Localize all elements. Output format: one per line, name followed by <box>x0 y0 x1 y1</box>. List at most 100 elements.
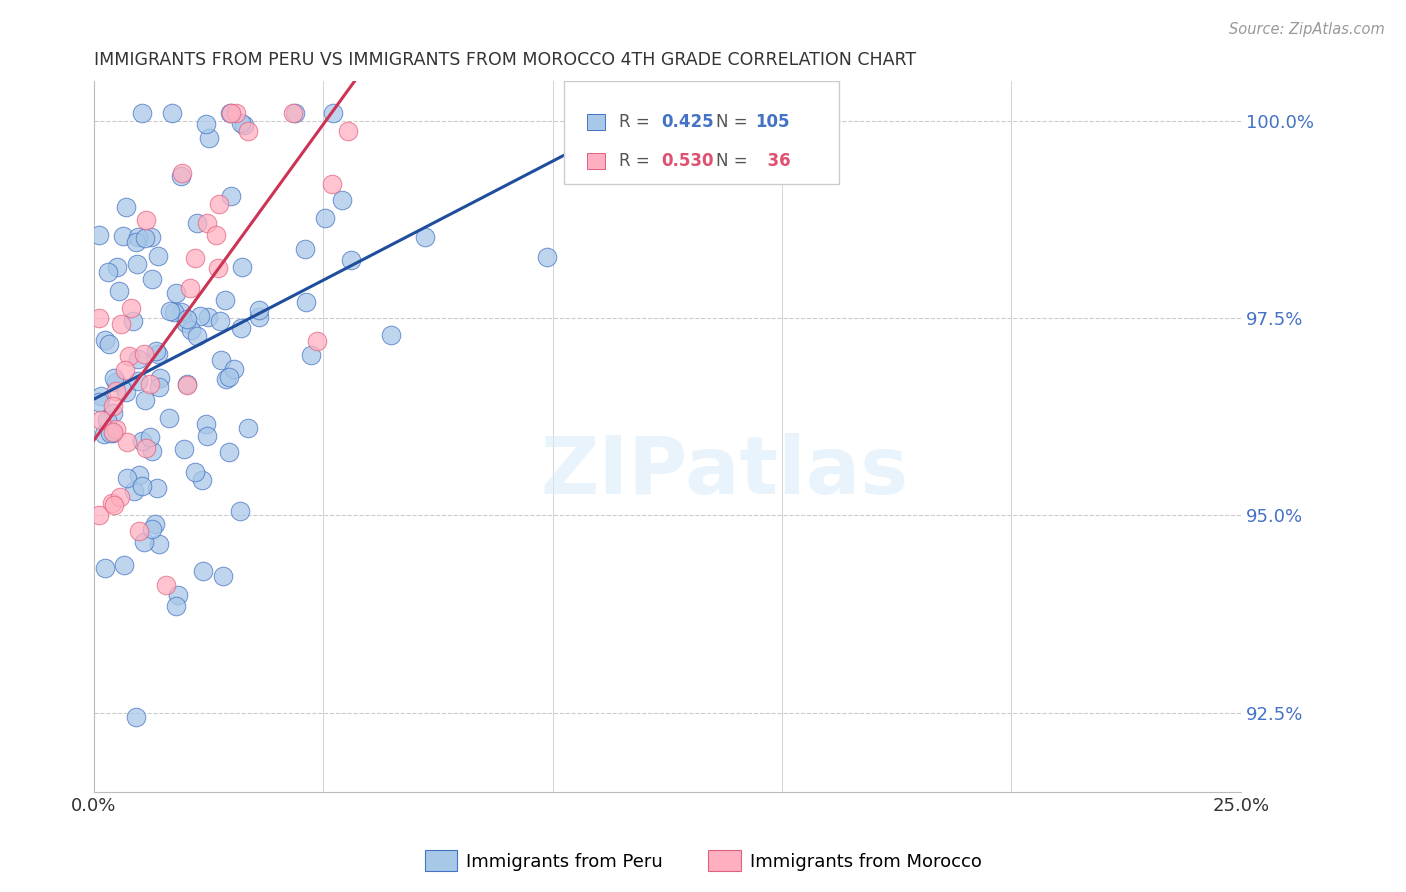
Point <box>236 420 259 434</box>
Point <box>103 499 125 513</box>
Point <box>568 106 591 120</box>
Point <box>195 417 218 431</box>
Point <box>94 561 117 575</box>
Text: N =: N = <box>716 113 752 131</box>
Point <box>134 392 156 407</box>
Point <box>97 337 120 351</box>
Text: 0.530: 0.530 <box>662 153 714 170</box>
Point <box>176 312 198 326</box>
Bar <box>588 114 605 130</box>
Point <box>93 427 115 442</box>
Point <box>101 399 124 413</box>
Point <box>128 374 150 388</box>
Point <box>110 317 132 331</box>
Point <box>117 435 139 450</box>
Point <box>120 301 142 315</box>
Point <box>141 444 163 458</box>
Point <box>131 478 153 492</box>
Point <box>139 230 162 244</box>
Point <box>205 227 228 242</box>
Point <box>146 347 169 361</box>
Point <box>121 314 143 328</box>
Point <box>191 473 214 487</box>
Point <box>127 230 149 244</box>
Point <box>112 229 135 244</box>
Point <box>105 260 128 275</box>
Text: R =: R = <box>619 113 655 131</box>
Point <box>103 425 125 439</box>
Point <box>112 558 135 572</box>
Point <box>122 483 145 498</box>
Point <box>229 321 252 335</box>
Point <box>339 253 361 268</box>
Point <box>157 411 180 425</box>
Point <box>87 395 110 409</box>
Point <box>238 124 260 138</box>
Point <box>186 329 208 343</box>
Point <box>247 302 270 317</box>
Point <box>98 425 121 440</box>
Point <box>380 327 402 342</box>
Point <box>215 372 238 386</box>
Point <box>172 166 194 180</box>
Text: IMMIGRANTS FROM PERU VS IMMIGRANTS FROM MOROCCO 4TH GRADE CORRELATION CHART: IMMIGRANTS FROM PERU VS IMMIGRANTS FROM … <box>94 51 917 69</box>
Point <box>281 106 304 120</box>
Point <box>115 471 138 485</box>
Point <box>188 309 211 323</box>
Point <box>219 106 242 120</box>
Point <box>195 429 218 443</box>
Point <box>284 106 307 120</box>
Bar <box>588 153 605 169</box>
Point <box>208 197 231 211</box>
Point <box>184 251 207 265</box>
Point <box>176 377 198 392</box>
Point <box>149 370 172 384</box>
Point <box>195 116 218 130</box>
Point <box>179 281 201 295</box>
Point <box>165 285 187 300</box>
FancyBboxPatch shape <box>564 81 839 185</box>
Point <box>247 310 270 325</box>
Point <box>148 537 170 551</box>
Point <box>180 323 202 337</box>
Point <box>148 380 170 394</box>
Point <box>90 412 112 426</box>
Point <box>167 588 190 602</box>
Point <box>135 441 157 455</box>
Point <box>159 304 181 318</box>
Point <box>299 348 322 362</box>
Point <box>222 361 245 376</box>
Point <box>191 565 214 579</box>
Point <box>184 465 207 479</box>
Point <box>699 106 721 120</box>
Point <box>170 304 193 318</box>
Point <box>87 227 110 242</box>
Point <box>314 211 336 225</box>
Point <box>90 389 112 403</box>
Point <box>186 216 208 230</box>
Point <box>536 250 558 264</box>
Point <box>294 294 316 309</box>
Point <box>131 106 153 120</box>
Point <box>134 231 156 245</box>
Point <box>336 124 359 138</box>
Point <box>173 442 195 456</box>
Point <box>174 316 197 330</box>
Point <box>105 384 128 398</box>
Point <box>96 413 118 427</box>
Point <box>101 496 124 510</box>
Text: Source: ZipAtlas.com: Source: ZipAtlas.com <box>1229 22 1385 37</box>
Point <box>101 425 124 440</box>
Point <box>305 334 328 348</box>
Point <box>228 504 250 518</box>
Text: N =: N = <box>716 153 752 170</box>
Point <box>114 384 136 399</box>
Point <box>134 535 156 549</box>
Point <box>134 347 156 361</box>
Point <box>94 333 117 347</box>
Point <box>219 106 242 120</box>
Point <box>104 422 127 436</box>
Point <box>166 599 188 613</box>
Point <box>413 230 436 244</box>
Point <box>218 370 240 384</box>
